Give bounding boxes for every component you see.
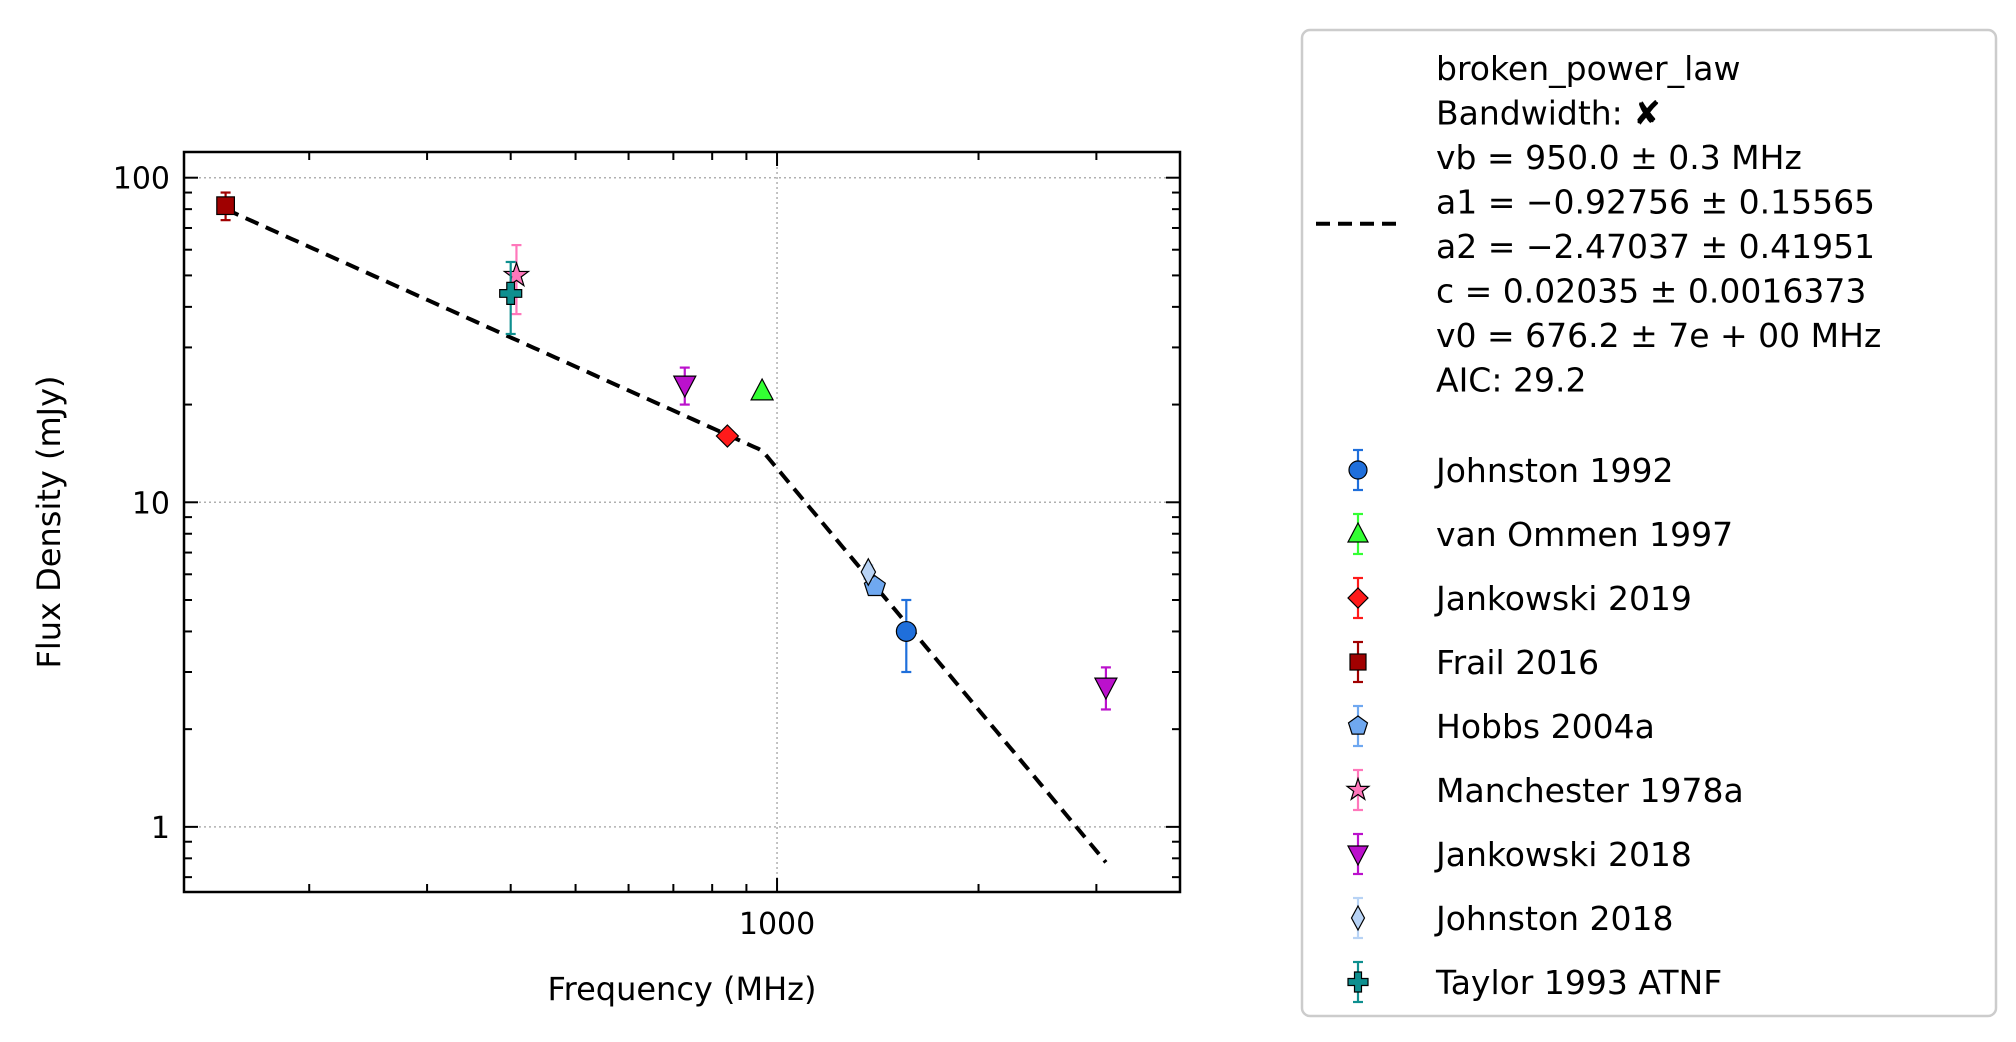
x-axis-label: Frequency (MHz)	[548, 970, 817, 1008]
legend-marker	[1345, 776, 1371, 801]
y-tick-label: 10	[132, 486, 170, 521]
legend-marker	[1347, 521, 1369, 543]
fit-line	[224, 207, 1108, 864]
legend-box	[1300, 28, 1998, 1018]
data-point	[895, 620, 917, 642]
y-axis-label: Flux Density (mJy)	[30, 375, 68, 668]
legend-label: van Ommen 1997	[1436, 515, 1733, 554]
legend-marker	[1347, 587, 1369, 609]
data-point	[502, 260, 531, 288]
legend-marker	[1347, 845, 1369, 867]
legend-fit-info-line: vb = 950.0 ± 0.3 MHz	[1436, 138, 1802, 177]
legend-fit-info-line: c = 0.02035 ± 0.0016373	[1436, 272, 1866, 311]
data-point	[216, 196, 235, 216]
legend-label: Jankowski 2019	[1434, 579, 1692, 618]
legend-fit-info-line: Bandwidth: ✘	[1436, 94, 1661, 133]
legend-items: broken_power_law Bandwidth: ✘ vb = 950.0 ±…	[1316, 49, 1881, 1004]
legend-label: Taylor 1993 ATNF	[1435, 963, 1722, 1002]
legend-marker	[1347, 971, 1369, 993]
legend-fit-info-line: a2 = −2.47037 ± 0.41951	[1436, 227, 1875, 266]
data-points-layer	[216, 191, 1118, 711]
data-point	[672, 375, 697, 399]
legend-label: Johnston 1992	[1434, 451, 1673, 490]
grid-lines	[184, 152, 1180, 892]
y-tick-label: 100	[113, 162, 170, 197]
legend-marker	[1348, 460, 1368, 480]
legend-label: Johnston 2018	[1434, 899, 1673, 938]
legend-fit-info-line: v0 = 676.2 ± 7e + 00 MHz	[1436, 316, 1881, 355]
fit-curve-layer	[224, 207, 1108, 864]
data-point	[499, 281, 523, 305]
legend-fit-info-line: AIC: 29.2	[1436, 361, 1586, 400]
x-tick-label: 1000	[739, 907, 815, 942]
legend-label: Jankowski 2018	[1434, 835, 1692, 874]
y-tick-label: 1	[151, 811, 170, 846]
legend-marker	[1347, 715, 1369, 735]
legend-fit-info-line: a1 = −0.92756 ± 0.15565	[1436, 183, 1875, 222]
data-point	[860, 557, 877, 587]
legend-label: Frail 2016	[1436, 643, 1599, 682]
data-point	[1093, 677, 1118, 701]
legend-fit-info-line: broken_power_law	[1436, 49, 1741, 88]
data-point	[750, 377, 775, 401]
legend-label: Hobbs 2004a	[1436, 707, 1655, 746]
legend-marker	[1350, 904, 1366, 932]
data-point	[715, 424, 740, 448]
legend-label: Manchester 1978a	[1436, 771, 1744, 810]
legend: broken_power_law Bandwidth: ✘ vb = 950.0 ±…	[1300, 28, 1998, 1018]
axis-ticks: 1000 1 10 100	[113, 152, 1181, 942]
axes-frame	[182, 150, 1182, 894]
legend-marker	[1349, 653, 1367, 671]
